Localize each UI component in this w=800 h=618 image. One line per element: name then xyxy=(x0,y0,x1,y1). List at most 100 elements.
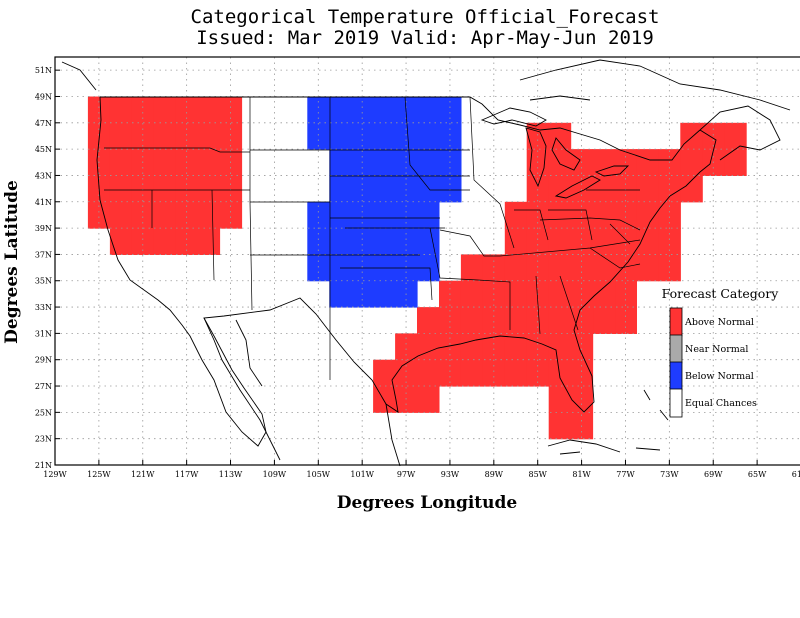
forecast-cell xyxy=(592,280,616,308)
forecast-cell xyxy=(395,122,418,150)
forecast-cell xyxy=(373,96,396,124)
legend-swatch-above-normal xyxy=(669,307,683,337)
forecast-cell xyxy=(460,307,484,334)
lon-tick-label: 81W xyxy=(572,470,591,479)
great-lakes-outline xyxy=(480,107,630,199)
forecast-cell xyxy=(109,228,133,255)
forecast-cell xyxy=(417,175,440,203)
forecast-cell xyxy=(175,96,199,124)
forecast-cell xyxy=(526,201,550,229)
forecast-cell xyxy=(548,412,572,440)
forecast-cell xyxy=(373,175,396,203)
legend-title: Forecast Category xyxy=(662,286,780,301)
forecast-cell xyxy=(614,201,637,229)
forecast-cell xyxy=(460,359,484,387)
x-axis-label: Degrees Longitude xyxy=(337,493,518,513)
forecast-cell xyxy=(482,333,506,361)
forecast-cell xyxy=(548,201,572,229)
chart-title-line2: Issued: Mar 2019 Valid: Apr-May-Jun 2019 xyxy=(196,27,654,49)
forecast-cell xyxy=(153,175,177,203)
forecast-cell xyxy=(329,201,352,229)
forecast-cell xyxy=(131,228,155,255)
forecast-cell xyxy=(504,333,528,361)
forecast-cell xyxy=(636,149,659,176)
forecast-cell xyxy=(439,96,462,124)
forecast-cell xyxy=(658,175,681,203)
forecast-cell xyxy=(504,359,528,387)
forecast-cell xyxy=(592,254,616,282)
us-coastline-outline xyxy=(96,96,717,447)
lon-tick-label: 77W xyxy=(616,470,635,479)
forecast-cell xyxy=(131,96,155,124)
mexico-outline xyxy=(203,317,401,467)
lon-tick-label: 93W xyxy=(441,470,460,479)
lat-tick-label: 23N xyxy=(35,435,52,444)
forecast-cell xyxy=(87,96,111,124)
forecast-cell xyxy=(153,96,177,124)
lon-tick-label: 109W xyxy=(263,470,287,479)
forecast-cell xyxy=(175,175,199,203)
lat-tick-label: 35N xyxy=(35,277,52,286)
lon-tick-label: 101W xyxy=(350,470,374,479)
lat-tick-label: 43N xyxy=(35,171,52,180)
legend-swatch-below-normal xyxy=(669,361,683,391)
forecast-cell xyxy=(175,201,199,229)
forecast-cell xyxy=(373,280,396,308)
forecast-cell xyxy=(417,122,440,150)
forecast-cell xyxy=(307,96,330,124)
forecast-cell xyxy=(636,175,659,203)
lat-tick-label: 41N xyxy=(35,198,52,207)
forecast-cell xyxy=(373,386,396,413)
longitude-ticks: 129W 125W 121W 117W 113W 109W 105W 101W 97W 93W 89… xyxy=(43,460,800,479)
forecast-cells xyxy=(87,96,747,440)
forecast-cell xyxy=(482,254,506,282)
forecast-cell xyxy=(614,228,637,255)
y-axis-label: Degrees Latitude xyxy=(2,180,22,344)
lon-tick-label: 121W xyxy=(131,470,155,479)
legend-label-near-normal: Near Normal xyxy=(685,344,748,355)
forecast-cell xyxy=(417,307,440,334)
forecast-cell xyxy=(548,254,572,282)
forecast-cell xyxy=(373,122,396,150)
lon-tick-label: 105W xyxy=(307,470,331,479)
forecast-cell xyxy=(197,96,221,124)
lon-tick-label: 113W xyxy=(219,470,243,479)
forecast-cell xyxy=(219,122,243,150)
caribbean-outline xyxy=(547,389,669,455)
forecast-cell xyxy=(570,175,594,203)
forecast-cell xyxy=(548,359,572,387)
forecast-cell xyxy=(592,175,616,203)
lat-tick-label: 33N xyxy=(35,303,52,312)
forecast-cell xyxy=(307,122,330,150)
forecast-cell xyxy=(197,122,221,150)
forecast-cell xyxy=(548,228,572,255)
forecast-cell xyxy=(373,149,396,176)
lon-tick-label: 125W xyxy=(87,470,111,479)
forecast-cell xyxy=(460,333,484,361)
lon-tick-label: 97W xyxy=(397,470,416,479)
lon-tick-label: 89W xyxy=(485,470,504,479)
forecast-cell xyxy=(307,254,330,282)
forecast-cell xyxy=(636,201,659,229)
forecast-cell xyxy=(439,307,462,334)
forecast-cell xyxy=(373,359,396,387)
forecast-cell xyxy=(526,175,550,203)
forecast-cell xyxy=(395,333,418,361)
forecast-cell xyxy=(548,149,572,176)
forecast-cell xyxy=(153,122,177,150)
forecast-cell xyxy=(417,96,440,124)
forecast-cell xyxy=(724,122,747,150)
forecast-cell xyxy=(526,228,550,255)
forecast-cell xyxy=(592,228,616,255)
forecast-cell xyxy=(329,280,352,308)
forecast-cell xyxy=(680,122,703,150)
forecast-cell xyxy=(351,201,374,229)
forecast-cell xyxy=(417,228,440,255)
legend-swatch-equal-chances xyxy=(669,388,683,418)
forecast-cell xyxy=(417,386,440,413)
forecast-cell xyxy=(636,254,659,282)
forecast-cell xyxy=(417,201,440,229)
forecast-cell xyxy=(439,333,462,361)
lon-tick-label: 85W xyxy=(529,470,548,479)
forecast-cell xyxy=(460,254,484,282)
